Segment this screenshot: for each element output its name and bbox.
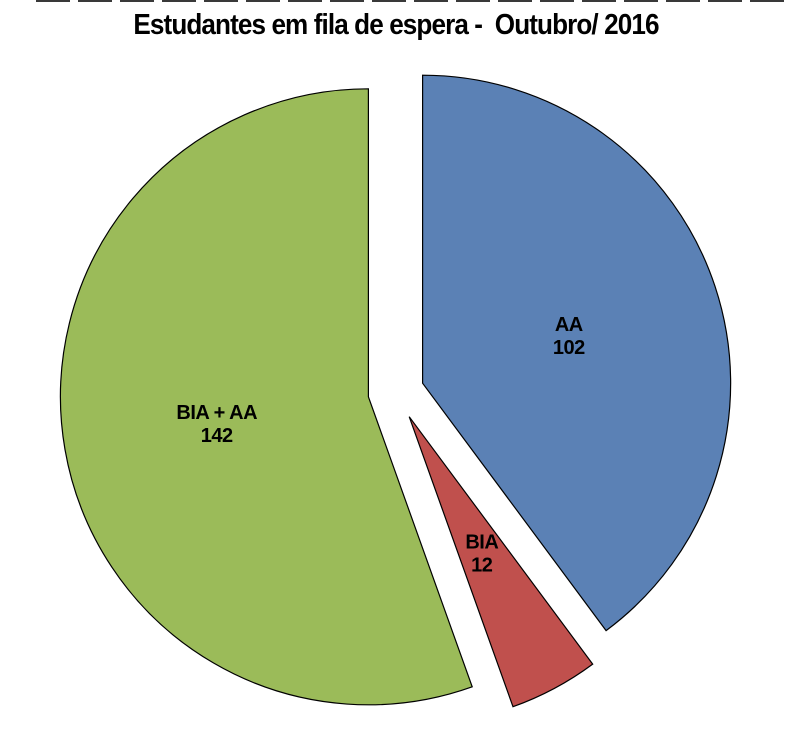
pie-label-value: 142 — [201, 425, 233, 447]
pie-slice-bia-aa[interactable] — [59, 88, 473, 706]
pie-label-value: 102 — [553, 337, 585, 359]
pie-label-category: BIA + AA — [176, 402, 257, 424]
pie-label-value: 12 — [471, 555, 493, 577]
pie-label-category: BIA — [465, 532, 498, 554]
pie-label-category: AA — [555, 314, 583, 336]
pie-slice-bia[interactable] — [408, 416, 594, 708]
pie-slice-aa[interactable] — [422, 74, 732, 632]
chart-title: Estudantes em fila de espera - Outubro/ … — [133, 9, 659, 41]
top-edge-crop-artifact — [36, 0, 792, 2]
